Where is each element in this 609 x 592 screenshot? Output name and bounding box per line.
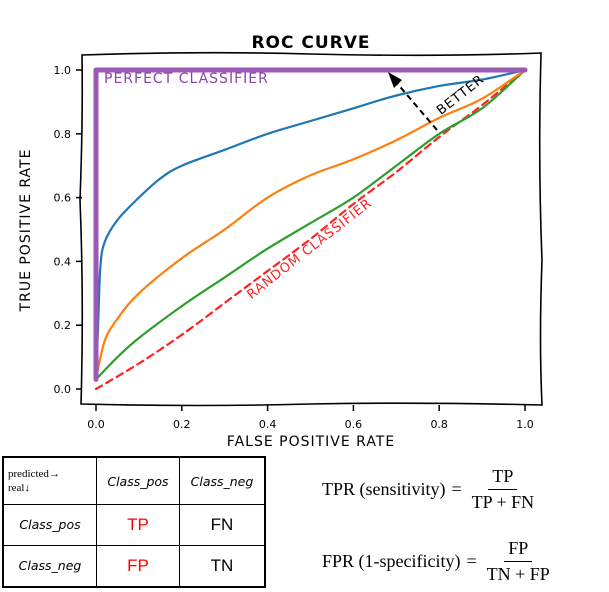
y-tick-label: 0.0 — [54, 383, 72, 396]
plot-frame — [79, 51, 543, 407]
tpr-lhs: TPR (sensitivity) — [322, 479, 446, 499]
y-tick-label: 0.4 — [54, 255, 72, 268]
roc-chart: 0.0 0.0 0.2 0.2 0.4 0.4 0.6 0.6 0.8 0.8 1.0 1.0 ROC… — [18, 33, 543, 450]
fpr-fraction: FP TN + FP — [483, 538, 554, 585]
down-arrow-icon: ↓ — [24, 482, 30, 494]
tpr-numerator: TP — [488, 466, 518, 490]
fpr-denominator: TN + FP — [486, 564, 550, 584]
series-layer — [93, 67, 528, 391]
matrix-corner: predicted→ real↓ — [2, 456, 97, 505]
series-line-2 — [94, 68, 527, 381]
fpr-numerator: FP — [504, 538, 533, 562]
fpr-formula: FPR (1-specificity) = FP TN + FP — [322, 538, 554, 585]
right-arrow-icon: → — [48, 468, 60, 480]
corner-real-label: real — [8, 482, 25, 494]
col-header-pos: Class_pos — [96, 456, 180, 505]
axis-ticks — [76, 69, 526, 411]
series-line-0 — [93, 67, 528, 382]
cell-tn: TN — [178, 544, 266, 588]
cell-fn: FN — [178, 504, 266, 546]
perfect-classifier-label: PERFECT CLASSIFIER — [104, 71, 269, 87]
y-tick-label: 0.2 — [54, 319, 72, 332]
series-line-3 — [94, 68, 527, 381]
fpr-equals: = — [466, 551, 477, 571]
x-tick-label: 0.8 — [430, 418, 448, 431]
row-header-neg: Class_neg — [2, 544, 97, 588]
x-tick-label: 0.6 — [345, 418, 363, 431]
random-classifier-label: RANDOM CLASSIFIER — [245, 196, 376, 303]
better-arrow — [388, 72, 438, 131]
confusion-matrix: predicted→ real↓ Class_pos Class_neg Cla… — [2, 456, 266, 588]
tpr-equals: = — [451, 479, 462, 499]
col-header-neg: Class_neg — [178, 456, 266, 505]
y-axis-label: TRUE POSITIVE RATE — [18, 149, 34, 313]
corner-predicted-label: predicted — [8, 468, 49, 480]
x-tick-label: 1.0 — [516, 418, 534, 431]
series-line-1 — [94, 68, 527, 381]
y-tick-label: 0.8 — [54, 128, 72, 141]
series-line-4 — [94, 68, 527, 391]
fpr-lhs: FPR (1-specificity) — [322, 551, 461, 571]
chart-title: ROC CURVE — [251, 33, 370, 53]
tpr-fraction: TP TP + FN — [468, 466, 539, 513]
x-tick-label: 0.4 — [259, 418, 277, 431]
tpr-formula: TPR (sensitivity) = TP TP + FN — [322, 466, 538, 513]
y-tick-label: 0.6 — [54, 192, 72, 205]
row-header-pos: Class_pos — [2, 504, 97, 546]
x-tick-label: 0.0 — [87, 418, 105, 431]
x-axis-label: FALSE POSITIVE RATE — [227, 434, 395, 450]
x-tick-label: 0.2 — [173, 418, 191, 431]
tpr-denominator: TP + FN — [471, 492, 535, 512]
axis-tick-labels: 0.0 0.0 0.2 0.2 0.4 0.4 0.6 0.6 0.8 0.8 1.0 1.0 — [54, 64, 534, 431]
cell-fp: FP — [96, 544, 180, 588]
cell-tp: TP — [96, 504, 180, 546]
y-tick-label: 1.0 — [54, 64, 72, 77]
